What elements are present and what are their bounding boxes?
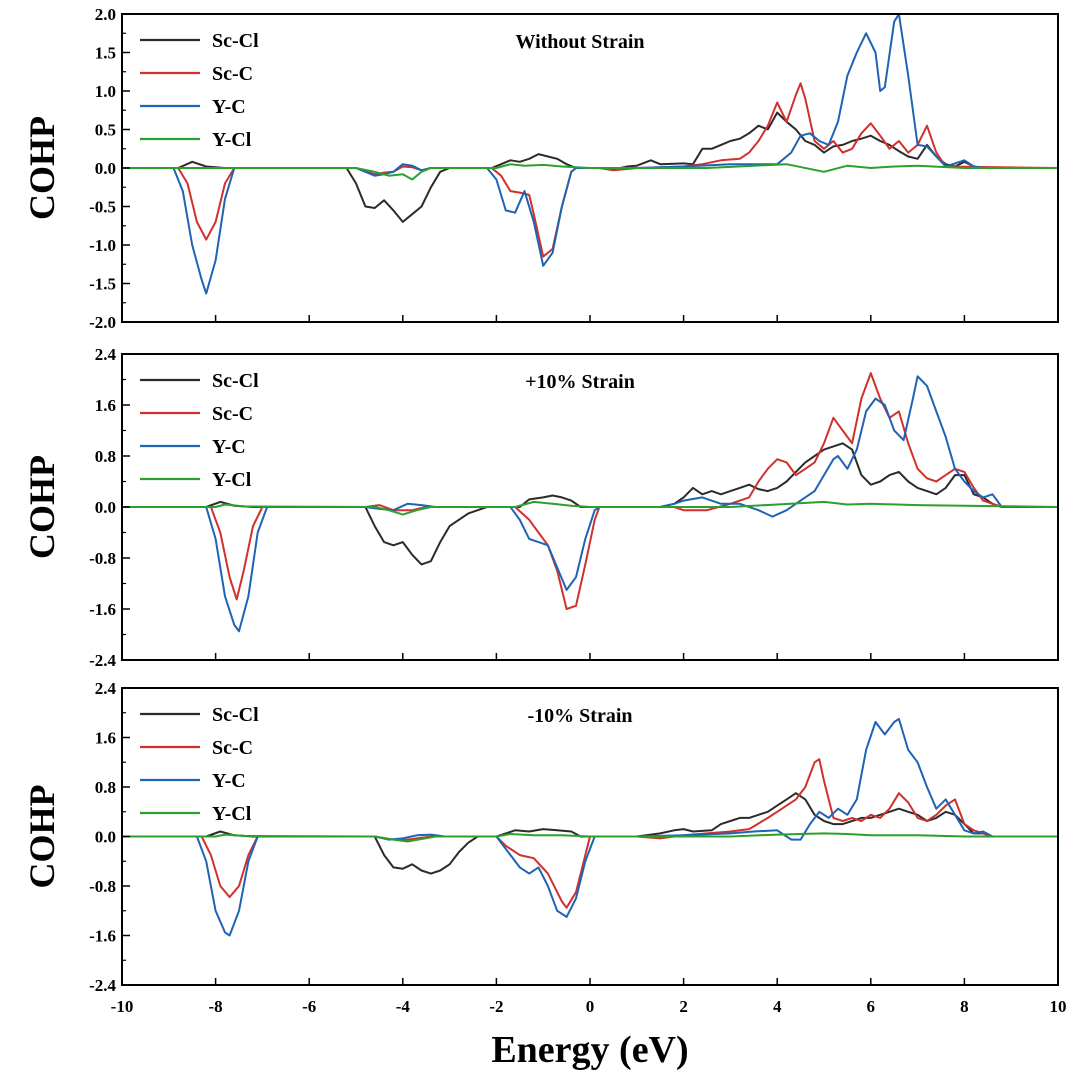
legend-label: Y-Cl	[212, 129, 252, 151]
x-tick-label: 0	[586, 997, 595, 1016]
x-tick-label: -4	[396, 997, 411, 1016]
series-line-sc-c	[122, 758, 1058, 909]
series-line-y-cl	[122, 163, 1058, 181]
y-tick-label: 0.0	[95, 498, 116, 517]
y-tick-label: 2.0	[95, 5, 116, 24]
legend-label: Y-Cl	[212, 469, 252, 491]
series-line-y-c	[122, 717, 1058, 937]
y-tick-label: 0.5	[95, 121, 116, 140]
series-line-sc-cl	[122, 792, 1058, 875]
legend-label: Sc-C	[212, 403, 253, 425]
series-line-y-cl	[122, 500, 1059, 516]
series-line-y-c	[122, 375, 1058, 633]
legend-label: Y-Cl	[212, 803, 252, 825]
panel-title: -10% Strain	[528, 705, 633, 727]
legend-label: Sc-Cl	[212, 704, 259, 726]
legend: Sc-Cl Sc-C Y-C Y-Cl	[140, 30, 259, 151]
y-tick-label: 1.0	[95, 82, 116, 101]
y-axis-title: COHP	[22, 785, 62, 889]
series-line-sc-cl	[122, 111, 1058, 223]
y-tick-label: 2.4	[95, 345, 117, 364]
x-tick-label: 2	[679, 997, 688, 1016]
cohp-panel-1: 2.0 1.5 1.0 0.5 0.0 -0.5 -1.0 -1.5 -2.0 COHP Witho…	[22, 5, 1059, 332]
legend-label: Y-C	[212, 436, 246, 458]
x-tick-label: -6	[302, 997, 316, 1016]
x-axis-title: Energy (eV)	[491, 1029, 688, 1071]
y-tick-label: -0.8	[89, 877, 116, 896]
y-tick-label: 1.5	[95, 44, 116, 63]
y-tick-label: -1.0	[89, 236, 116, 255]
y-tick-label: -2.4	[89, 651, 116, 670]
y-tick-label: -0.8	[89, 549, 116, 568]
legend-label: Sc-C	[212, 737, 253, 759]
legend-label: Y-C	[212, 96, 246, 118]
x-tick-label: -10	[111, 997, 134, 1016]
y-tick-label: -2.4	[89, 976, 116, 995]
series-line-y-c	[122, 13, 1058, 295]
y-tick-label: 0.0	[95, 159, 116, 178]
x-tick-label: 8	[960, 997, 969, 1016]
y-tick-label: 1.6	[95, 396, 116, 415]
series-line-sc-cl	[122, 442, 1058, 566]
y-tick-label: -1.6	[89, 927, 116, 946]
y-tick-label: -1.6	[89, 600, 116, 619]
series-line-sc-c	[122, 82, 1059, 258]
series-line-sc-c	[122, 372, 1058, 610]
y-tick-label: -2.0	[89, 313, 116, 332]
legend-label: Sc-Cl	[212, 370, 259, 392]
legend-label: Sc-C	[212, 63, 253, 85]
x-tick-label: 6	[867, 997, 876, 1016]
y-tick-label: 0.0	[95, 828, 116, 847]
x-tick-label: -8	[209, 997, 223, 1016]
cohp-panel-2: 2.4 1.6 0.8 0.0 -0.8 -1.6 -2.4 COHP +10% Strain S…	[22, 345, 1059, 670]
y-tick-label: -1.5	[89, 275, 116, 294]
x-tick-label: 10	[1050, 997, 1067, 1016]
legend: Sc-Cl Sc-C Y-C Y-Cl	[140, 370, 259, 491]
panel-title: Without Strain	[515, 31, 644, 53]
panel-title: +10% Strain	[525, 371, 635, 393]
y-tick-label: 1.6	[95, 729, 116, 748]
series-line-y-cl	[122, 832, 1058, 843]
y-axis-title: COHP	[22, 116, 62, 220]
legend-label: Y-C	[212, 770, 246, 792]
y-tick-label: -0.5	[89, 198, 116, 217]
x-tick-label: 4	[773, 997, 782, 1016]
legend-label: Sc-Cl	[212, 30, 259, 52]
y-tick-label: 0.8	[95, 447, 116, 466]
y-tick-label: 0.8	[95, 778, 116, 797]
cohp-panel-3: 2.4 1.6 0.8 0.0 -0.8 -1.6 -2.4 COHP -10% Strain S…	[22, 679, 1059, 995]
y-axis-title: COHP	[22, 455, 62, 559]
y-tick-label: 2.4	[95, 679, 117, 698]
x-tick-label: -2	[489, 997, 503, 1016]
legend: Sc-Cl Sc-C Y-C Y-Cl	[140, 704, 259, 825]
